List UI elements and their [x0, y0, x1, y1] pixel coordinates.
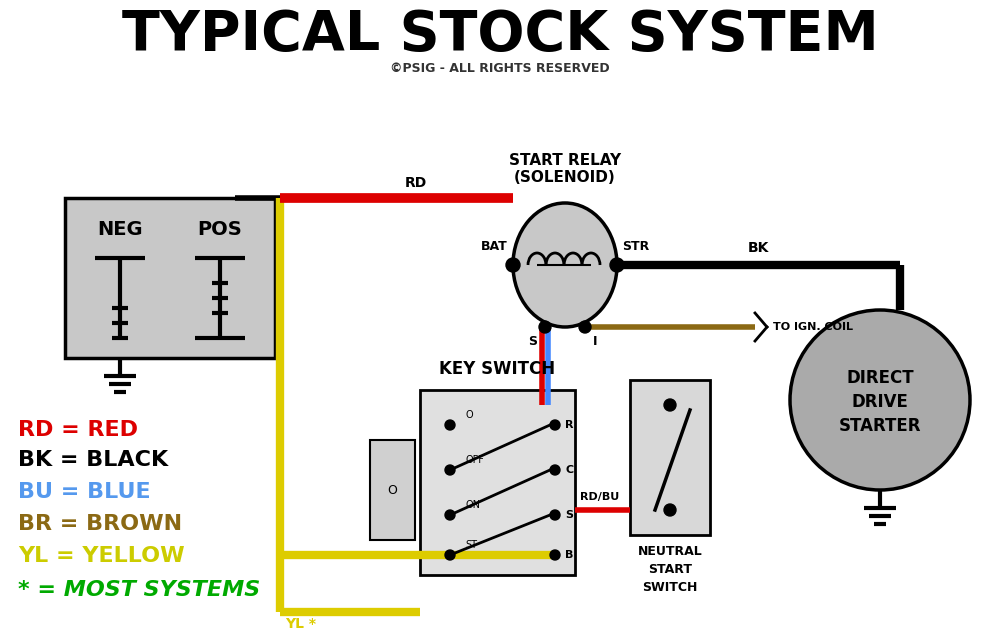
- Text: ST: ST: [465, 540, 477, 550]
- Bar: [65, 198, 275, 358]
- Text: ©PSIG - ALL RIGHTS RESERVED: ©PSIG - ALL RIGHTS RESERVED: [390, 62, 610, 75]
- Text: RD: RD: [405, 176, 427, 190]
- Circle shape: [539, 321, 551, 333]
- Circle shape: [610, 258, 624, 272]
- Circle shape: [445, 550, 455, 560]
- Text: R: R: [565, 420, 574, 430]
- Text: * = MOST SYSTEMS: * = MOST SYSTEMS: [18, 580, 260, 600]
- Text: START RELAY: START RELAY: [509, 153, 621, 168]
- Text: BK = BLACK: BK = BLACK: [18, 450, 168, 470]
- Circle shape: [445, 465, 455, 475]
- Circle shape: [550, 550, 560, 560]
- Text: KEY SWITCH: KEY SWITCH: [439, 360, 555, 378]
- Circle shape: [579, 321, 591, 333]
- Text: I: I: [593, 335, 598, 348]
- Circle shape: [790, 310, 970, 490]
- Circle shape: [506, 258, 520, 272]
- Circle shape: [445, 510, 455, 520]
- Circle shape: [445, 420, 455, 430]
- Text: BK: BK: [747, 241, 769, 255]
- Text: BU = BLUE: BU = BLUE: [18, 482, 151, 502]
- Circle shape: [550, 465, 560, 475]
- Circle shape: [664, 399, 676, 411]
- Text: O: O: [465, 410, 473, 420]
- Text: RD/BU: RD/BU: [580, 492, 619, 502]
- Text: DIRECT: DIRECT: [846, 369, 914, 387]
- Text: POS: POS: [198, 220, 242, 239]
- Text: TYPICAL STOCK SYSTEM: TYPICAL STOCK SYSTEM: [122, 8, 878, 62]
- Text: NEG: NEG: [97, 220, 143, 239]
- Bar: [370, 440, 415, 540]
- Text: YL = YELLOW: YL = YELLOW: [18, 546, 185, 566]
- Text: NEUTRAL: NEUTRAL: [638, 545, 702, 558]
- Text: BR = BROWN: BR = BROWN: [18, 514, 182, 534]
- Text: STR: STR: [622, 240, 649, 253]
- Text: BAT: BAT: [481, 240, 508, 253]
- Text: RD = RED: RD = RED: [18, 420, 138, 440]
- Text: C: C: [565, 465, 573, 475]
- Ellipse shape: [513, 203, 617, 327]
- Text: TO IGN. COIL: TO IGN. COIL: [773, 322, 853, 332]
- Circle shape: [550, 510, 560, 520]
- Bar: [630, 380, 710, 535]
- Text: S: S: [565, 510, 573, 520]
- Text: (SOLENOID): (SOLENOID): [514, 170, 616, 185]
- Text: ON: ON: [465, 500, 480, 510]
- Circle shape: [664, 504, 676, 516]
- Text: B: B: [565, 550, 573, 560]
- Bar: [420, 390, 575, 575]
- Text: S: S: [528, 335, 537, 348]
- Text: START: START: [648, 563, 692, 576]
- Text: SWITCH: SWITCH: [642, 581, 698, 594]
- Text: O: O: [387, 483, 397, 496]
- Circle shape: [550, 420, 560, 430]
- Text: STARTER: STARTER: [839, 417, 921, 435]
- Text: YL *: YL *: [285, 617, 316, 630]
- Text: DRIVE: DRIVE: [852, 393, 908, 411]
- Text: OFF: OFF: [465, 455, 484, 465]
